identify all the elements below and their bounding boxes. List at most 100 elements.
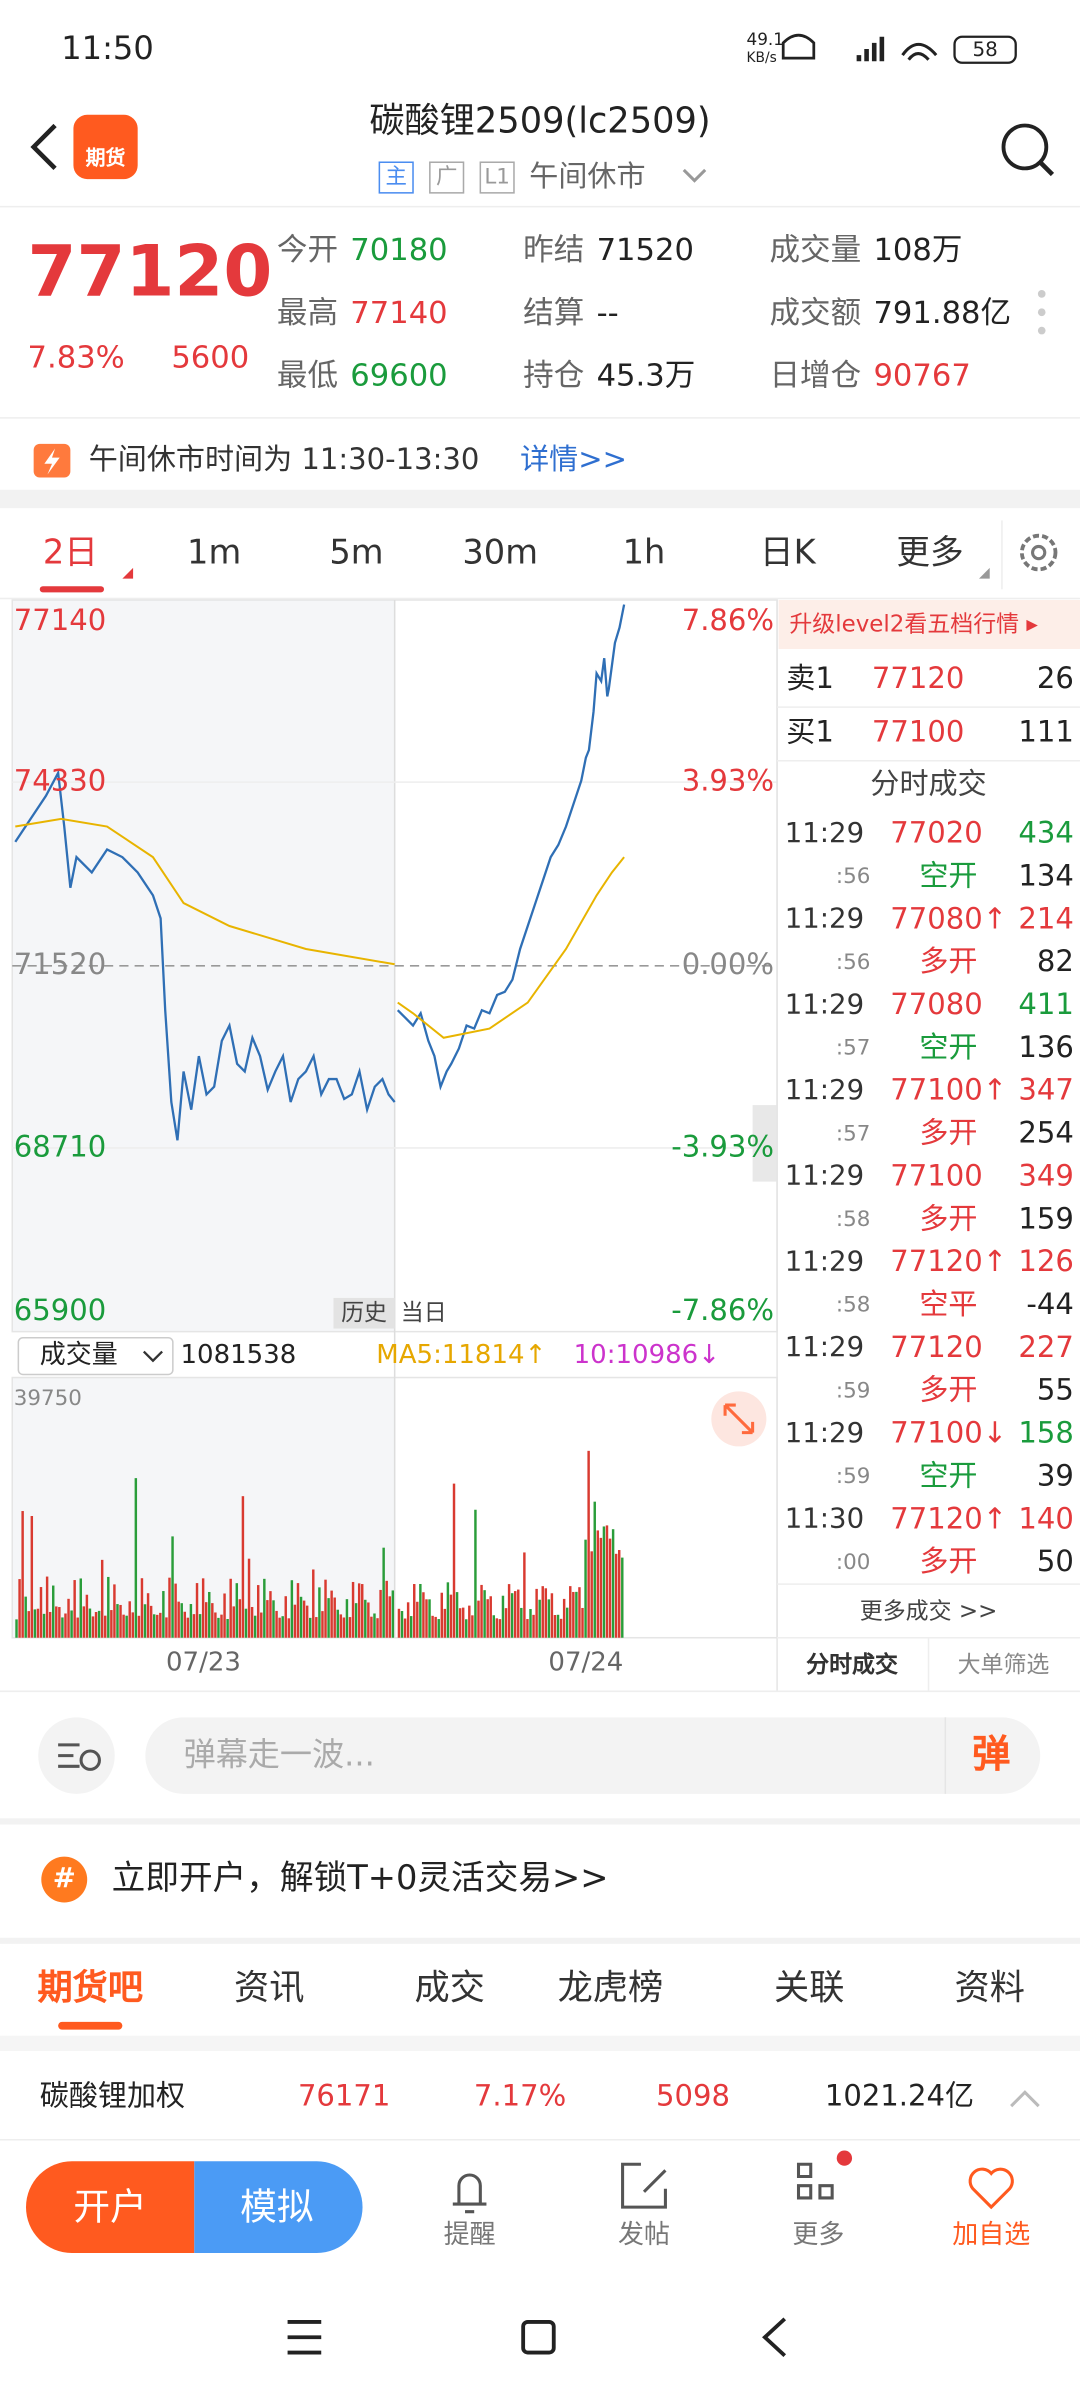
period-tab[interactable]: 更多	[896, 534, 964, 573]
volume-bar	[293, 1604, 297, 1638]
danmaku-button[interactable]: 弹	[972, 1731, 1011, 1777]
volume-bar	[468, 1605, 471, 1638]
volume-bar	[125, 1615, 128, 1638]
volume-bar	[168, 1577, 171, 1638]
trade-kind: 空平	[919, 1287, 978, 1322]
dropdown-icon[interactable]	[682, 168, 707, 183]
volume-bar	[513, 1591, 517, 1638]
bottom-item[interactable]: 提醒	[443, 2220, 496, 2251]
period-tab[interactable]: 1m	[187, 534, 242, 573]
nav-tab[interactable]: 期货吧	[37, 1969, 144, 2009]
trade-kind: 空开	[919, 1030, 978, 1065]
nav-tab[interactable]: 关联	[774, 1969, 845, 2009]
scroll-handle[interactable]	[752, 1105, 778, 1182]
volume-bar	[376, 1618, 379, 1638]
volume-bar	[256, 1585, 260, 1638]
notice-icon	[44, 448, 60, 475]
back-icon[interactable]	[30, 123, 57, 170]
trade-price: 77120↑	[890, 1245, 1008, 1279]
trade-volume: 434	[1018, 816, 1074, 851]
badge	[836, 2150, 853, 2166]
more-dots	[1037, 308, 1046, 317]
trade-time: 11:29	[784, 1074, 865, 1107]
open-account[interactable]: 开户	[73, 2185, 147, 2229]
trade-volume: 347	[1018, 1073, 1074, 1108]
volume-bar	[183, 1611, 187, 1638]
settings-icon[interactable]	[1019, 533, 1058, 572]
volume-bar	[425, 1599, 428, 1638]
average-line	[15, 817, 395, 966]
volume-bar	[48, 1611, 52, 1638]
search-icon[interactable]	[1001, 123, 1049, 171]
promo-text[interactable]: 立即开户，解锁T+0灵活交易>>	[111, 1859, 609, 1898]
favorite-icon[interactable]	[968, 2167, 1014, 2210]
volume-bar	[550, 1593, 554, 1638]
panel-tab[interactable]: 大单筛选	[957, 1650, 1050, 1679]
volume-bar	[189, 1604, 193, 1638]
remind-icon[interactable]	[452, 2173, 487, 2214]
app-icon	[73, 114, 138, 180]
banner-bg[interactable]	[778, 599, 1080, 649]
volume-bar	[137, 1615, 141, 1638]
nav-tab[interactable]: 资料	[954, 1969, 1025, 2009]
level2-banner[interactable]: 升级level2看五档行情 ▸	[789, 609, 1038, 638]
more-icon[interactable]	[796, 2162, 834, 2200]
volume-bar	[272, 1600, 275, 1638]
more-trades[interactable]: 更多成交 >>	[859, 1597, 998, 1625]
trade-time: 11:29	[784, 988, 865, 1021]
volume-bar	[110, 1610, 113, 1638]
tab-triangle	[979, 567, 990, 579]
comment-input[interactable]	[145, 1717, 1041, 1794]
trade-price: 77100↑	[890, 1073, 1008, 1108]
nav-tab[interactable]: 龙虎榜	[557, 1969, 664, 2009]
bottom-item[interactable]: 加自选	[952, 2220, 1031, 2251]
back-key[interactable]	[762, 2317, 787, 2357]
volume-bar	[578, 1587, 581, 1638]
volume-bar	[572, 1591, 575, 1638]
menu-key[interactable]	[287, 2320, 322, 2355]
period-tab[interactable]: 5m	[329, 534, 384, 573]
volume: 1081538	[180, 1340, 297, 1371]
danmaku-icon[interactable]	[38, 1717, 115, 1794]
trade-change: 254	[1018, 1116, 1074, 1151]
volume-bar	[440, 1592, 444, 1638]
notice-link[interactable]: 详情>>	[520, 443, 627, 477]
book-label: 买1	[786, 715, 834, 750]
nav-tab[interactable]: 成交	[414, 1969, 485, 2009]
danmaku-icon	[58, 1743, 80, 1768]
volume-bar	[413, 1584, 416, 1638]
tag-box	[479, 161, 515, 194]
trade-time: 11:29	[784, 1160, 865, 1193]
period-tab[interactable]: 日K	[759, 534, 816, 573]
home-key[interactable]	[521, 2320, 556, 2355]
volume-bar	[455, 1592, 459, 1638]
nav-tab[interactable]: 资讯	[234, 1969, 305, 2009]
post-icon[interactable]	[621, 2162, 667, 2209]
volume-bar	[174, 1583, 177, 1638]
volume-bar	[159, 1612, 162, 1638]
volume-bar	[504, 1608, 508, 1638]
simulate-button[interactable]	[194, 2161, 363, 2254]
bottom-item[interactable]: 发帖	[617, 2220, 671, 2251]
volume-bar	[529, 1609, 532, 1638]
volume-selector[interactable]	[17, 1336, 174, 1376]
period-tab[interactable]: 2日	[42, 534, 98, 573]
period-tab[interactable]: 1h	[622, 534, 666, 573]
panel-tab[interactable]: 分时成交	[806, 1650, 898, 1679]
period-tab[interactable]: 30m	[462, 534, 539, 573]
battery	[953, 35, 1017, 64]
market-status[interactable]: 午间休市	[529, 159, 646, 194]
more-dots[interactable]	[1037, 290, 1046, 298]
simulate[interactable]: 模拟	[240, 2185, 314, 2229]
volume-bar	[581, 1607, 584, 1638]
volume-bar	[434, 1616, 437, 1638]
bottom-item[interactable]: 更多	[792, 2220, 845, 2251]
collapse-icon[interactable]	[1010, 2090, 1040, 2108]
volume-selector[interactable]: 成交量	[39, 1340, 118, 1371]
volume-bar	[238, 1599, 242, 1638]
volume-bar	[587, 1450, 590, 1638]
volume-bar	[281, 1616, 284, 1638]
open-account-button[interactable]	[26, 2161, 195, 2254]
